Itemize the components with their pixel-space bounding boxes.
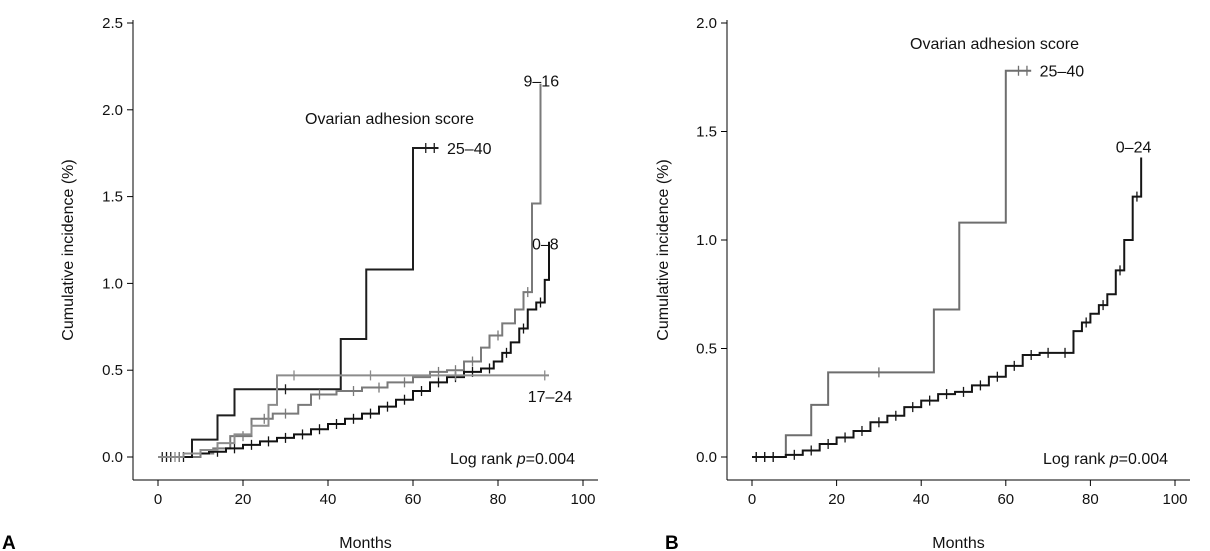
- y-axis-title: Cumulative incidence (%): [655, 159, 672, 340]
- y-tick-label: 0.5: [102, 362, 123, 379]
- panel-label: B: [665, 533, 679, 551]
- series-label: 17–24: [528, 389, 573, 406]
- x-tick-label: 60: [405, 491, 422, 508]
- x-tick-label: 40: [913, 491, 930, 508]
- stat-p-symbol: p: [516, 451, 526, 468]
- y-tick-label: 2.0: [696, 15, 717, 32]
- panel-label: A: [2, 533, 16, 551]
- y-tick-label: 1.5: [102, 189, 123, 206]
- stat-prefix: Log rank: [450, 451, 517, 468]
- series-line-3: [158, 374, 549, 458]
- series-label: 25–40: [1040, 64, 1085, 81]
- log-rank-statistic: Log rank p=0.004: [1043, 451, 1168, 468]
- panel-a: 0.0 0.5 1.0 1.5 2.0 2.5 0 20 40 60 80 100 Months Cumu…: [2, 15, 598, 551]
- panel-b: 0.0 0.5 1.0 1.5 2.0 0 20 40 60 80 100 Months Cumulat…: [655, 15, 1190, 551]
- x-tick-label: 0: [748, 491, 756, 508]
- stat-p-symbol: p: [1109, 451, 1119, 468]
- x-axis-title: Months: [932, 535, 984, 551]
- series-label: 0–8: [532, 236, 559, 253]
- y-tick-label: 2.0: [102, 102, 123, 119]
- y-tick-label: 2.5: [102, 15, 123, 32]
- log-rank-statistic: Log rank p=0.004: [450, 451, 575, 468]
- stat-value: =0.004: [1119, 451, 1168, 468]
- series-line-2: [158, 241, 550, 458]
- x-tick-label: 60: [997, 491, 1014, 508]
- series-label: 25–40: [447, 141, 492, 158]
- y-axis-title: Cumulative incidence (%): [60, 159, 77, 340]
- y-tick-label: 1.5: [696, 124, 717, 141]
- y-tick-label: 1.0: [102, 275, 123, 292]
- x-tick-label: 80: [490, 491, 507, 508]
- x-tick-label: 100: [570, 491, 595, 508]
- series-label: 0–24: [1116, 140, 1152, 157]
- x-tick-label: 20: [235, 491, 252, 508]
- y-tick-label: 0.0: [102, 449, 123, 466]
- legend-title: Ovarian adhesion score: [910, 36, 1079, 53]
- x-tick-label: 100: [1162, 491, 1187, 508]
- legend-title: Ovarian adhesion score: [305, 111, 474, 128]
- series-line-1: [158, 83, 542, 458]
- y-tick-label: 0.0: [696, 449, 717, 466]
- x-axis-title: Months: [339, 535, 391, 551]
- x-tick-label: 80: [1082, 491, 1099, 508]
- y-tick-label: 0.5: [696, 341, 717, 358]
- series-line-0: [752, 69, 1032, 458]
- x-tick-label: 20: [828, 491, 845, 508]
- x-tick-label: 0: [154, 491, 162, 508]
- y-tick-label: 1.0: [696, 232, 717, 249]
- stat-prefix: Log rank: [1043, 451, 1110, 468]
- x-tick-label: 40: [320, 491, 337, 508]
- series-line-0: [158, 146, 439, 458]
- stat-value: =0.004: [526, 451, 575, 468]
- series-label: 9–16: [524, 73, 560, 90]
